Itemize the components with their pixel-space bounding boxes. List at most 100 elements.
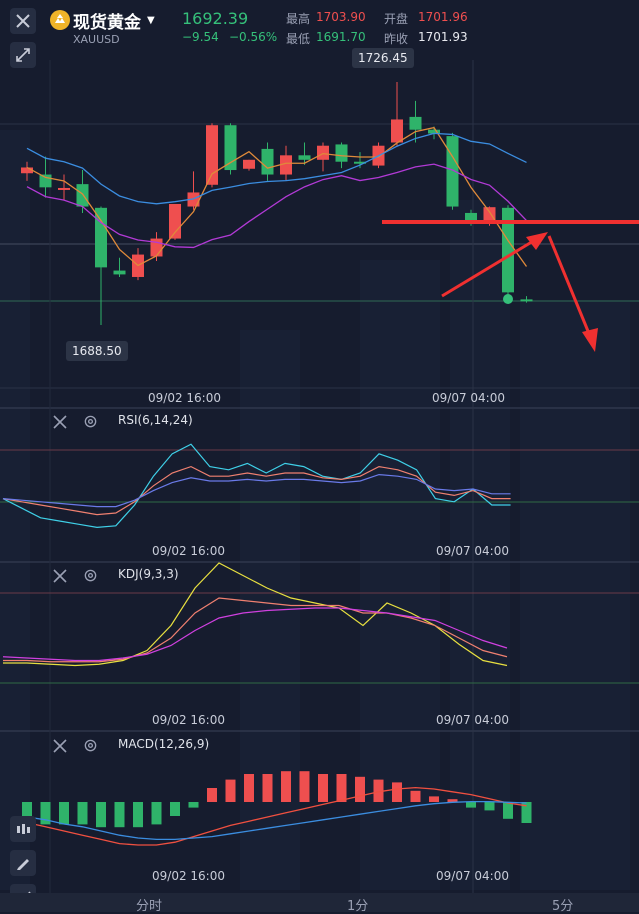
macd-bar xyxy=(299,771,310,802)
candle-body xyxy=(483,207,496,222)
expand-button[interactable] xyxy=(10,42,36,68)
macd-bar xyxy=(373,779,384,802)
kdj-lines xyxy=(2,562,508,667)
low-value: 1691.70 xyxy=(316,30,366,44)
ma-mid-line xyxy=(26,163,527,249)
moving-average-lines xyxy=(26,126,528,267)
gold-logo-icon xyxy=(50,10,70,30)
kdj-line-k xyxy=(3,562,508,667)
down-arrow-annotation xyxy=(547,235,598,352)
macd-bar xyxy=(114,802,125,828)
symbol-code: XAUUSD xyxy=(73,33,120,46)
expand-icon xyxy=(10,42,36,68)
candle-body xyxy=(206,125,218,185)
tab-1min[interactable]: 1分 xyxy=(347,899,369,914)
gear-icon xyxy=(84,569,97,582)
macd-bar xyxy=(281,771,291,802)
draw-tool-button[interactable] xyxy=(10,850,36,876)
macd-bar xyxy=(96,802,106,828)
ma-short-line xyxy=(26,126,528,267)
close-icon xyxy=(53,569,67,583)
close-icon xyxy=(10,8,36,34)
price-change-pct: −0.56% xyxy=(229,30,278,44)
macd-bar xyxy=(22,802,32,825)
symbol-selector[interactable]: 现货黄金 ▼ xyxy=(73,8,155,33)
candle-body xyxy=(428,129,440,134)
prev-close-value: 1701.93 xyxy=(418,30,468,44)
kdj-x-label-1: 09/02 16:00 xyxy=(152,713,225,727)
candle-body xyxy=(409,116,422,130)
kdj-close-button[interactable] xyxy=(53,568,67,587)
candle-body xyxy=(113,270,126,275)
kdj-line-d xyxy=(3,597,508,663)
candle-body xyxy=(354,161,366,164)
rsi-x-label-1: 09/02 16:00 xyxy=(152,544,225,558)
macd-bar xyxy=(503,802,513,819)
candle-body xyxy=(58,187,70,190)
macd-bar xyxy=(133,802,143,828)
latest-price-dot xyxy=(503,294,513,304)
macd-label: MACD(12,26,9) xyxy=(118,737,210,751)
candle-body xyxy=(224,125,237,171)
close-icon xyxy=(53,415,67,429)
candle-body xyxy=(21,167,33,174)
prev-close-label: 昨收 xyxy=(384,32,409,46)
open-value: 1701.96 xyxy=(418,10,468,24)
candle-body xyxy=(243,159,255,169)
high-label: 最高 xyxy=(286,12,311,26)
main-x-label-2: 09/07 04:00 xyxy=(432,391,505,405)
symbol-title: 现货黄金 xyxy=(73,13,141,33)
up-arrow-annotation xyxy=(441,232,548,298)
ma-long-line xyxy=(26,132,527,205)
rsi-close-button[interactable] xyxy=(53,414,67,433)
macd-bar xyxy=(262,774,273,802)
tab-5min[interactable]: 5分 xyxy=(552,899,574,914)
close-icon xyxy=(53,739,67,753)
macd-bar xyxy=(188,802,199,808)
close-button[interactable] xyxy=(10,8,36,34)
candle-body xyxy=(520,299,533,302)
macd-bar xyxy=(151,802,162,825)
tab-timeshare[interactable]: 分时 xyxy=(136,899,163,914)
macd-close-button[interactable] xyxy=(53,738,67,757)
candle-body xyxy=(76,184,89,207)
kdj-line-j xyxy=(2,607,508,662)
rsi-lines xyxy=(2,443,511,529)
candle-body xyxy=(391,119,403,143)
candle-body xyxy=(95,207,107,268)
macd-bar xyxy=(40,802,51,825)
candle-body xyxy=(317,145,329,160)
candle-body xyxy=(298,155,311,160)
macd-bar xyxy=(77,802,88,825)
macd-x-label-2: 09/07 04:00 xyxy=(436,869,509,883)
macd-bar xyxy=(355,776,365,802)
macd-bar xyxy=(225,779,236,802)
kdj-label: KDJ(9,3,3) xyxy=(118,567,179,581)
gear-icon xyxy=(84,739,97,752)
macd-bar xyxy=(318,774,328,802)
candle-body xyxy=(446,136,459,207)
current-price: 1692.39 xyxy=(182,9,249,28)
macd-dea-line xyxy=(26,800,527,841)
macd-bar xyxy=(170,802,180,816)
macd-histogram xyxy=(22,771,532,828)
kdj-settings-button[interactable] xyxy=(83,568,98,587)
macd-bar xyxy=(447,799,458,802)
open-label: 开盘 xyxy=(384,12,409,26)
candle-type-button[interactable] xyxy=(10,816,36,842)
high-value: 1703.90 xyxy=(316,10,366,24)
candle-body xyxy=(465,212,477,222)
low-label: 最低 xyxy=(286,32,311,46)
macd-bar xyxy=(484,802,495,811)
macd-settings-button[interactable] xyxy=(83,738,98,757)
rsi-settings-button[interactable] xyxy=(83,414,98,433)
candle-body xyxy=(335,144,348,162)
macd-bar xyxy=(429,796,439,802)
macd-bar xyxy=(336,774,347,802)
main-x-label-1: 09/02 16:00 xyxy=(148,391,221,405)
macd-bar xyxy=(521,802,532,823)
gear-icon xyxy=(84,415,97,428)
max-price-tag: 1726.45 xyxy=(352,48,414,68)
price-change: −9.54 xyxy=(182,30,219,44)
